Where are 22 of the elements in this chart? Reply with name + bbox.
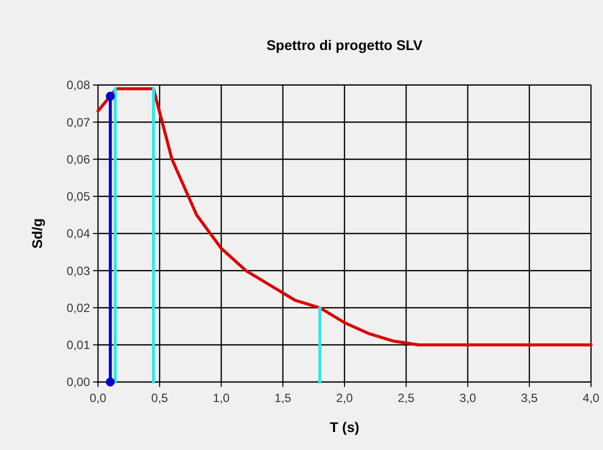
x-tick-label: 3,0 <box>459 391 476 405</box>
x-tick-label: 3,5 <box>521 391 538 405</box>
x-tick-label: 2,0 <box>336 391 354 405</box>
y-tick-label: 0,00 <box>66 375 90 390</box>
line-series <box>96 87 592 346</box>
y-tick-label: 0,02 <box>66 300 90 315</box>
x-tick-label: 0,5 <box>151 391 168 405</box>
y-tick-label: 0,05 <box>66 190 90 204</box>
y-tick-label: 0,07 <box>66 115 90 130</box>
x-tick-label: 0,0 <box>90 391 107 405</box>
y-tick-label: 0,03 <box>66 264 90 278</box>
x-tick-label: 1,5 <box>274 391 292 405</box>
x-axis-title: T (s) <box>330 419 360 435</box>
x-tick-label: 2,5 <box>398 391 415 405</box>
y-tick-label: 0,06 <box>66 152 90 166</box>
y-tick-label: 0,01 <box>66 338 90 352</box>
chart-title: Spettro di progetto SLV <box>266 37 424 53</box>
x-tick-label: 1,0 <box>212 391 230 405</box>
y-tick-label: 0,08 <box>66 78 90 92</box>
x-tick-label: 4,0 <box>582 391 600 405</box>
y-tick-label: 0,04 <box>66 226 90 241</box>
y-axis-title: Sd/g <box>29 218 45 249</box>
